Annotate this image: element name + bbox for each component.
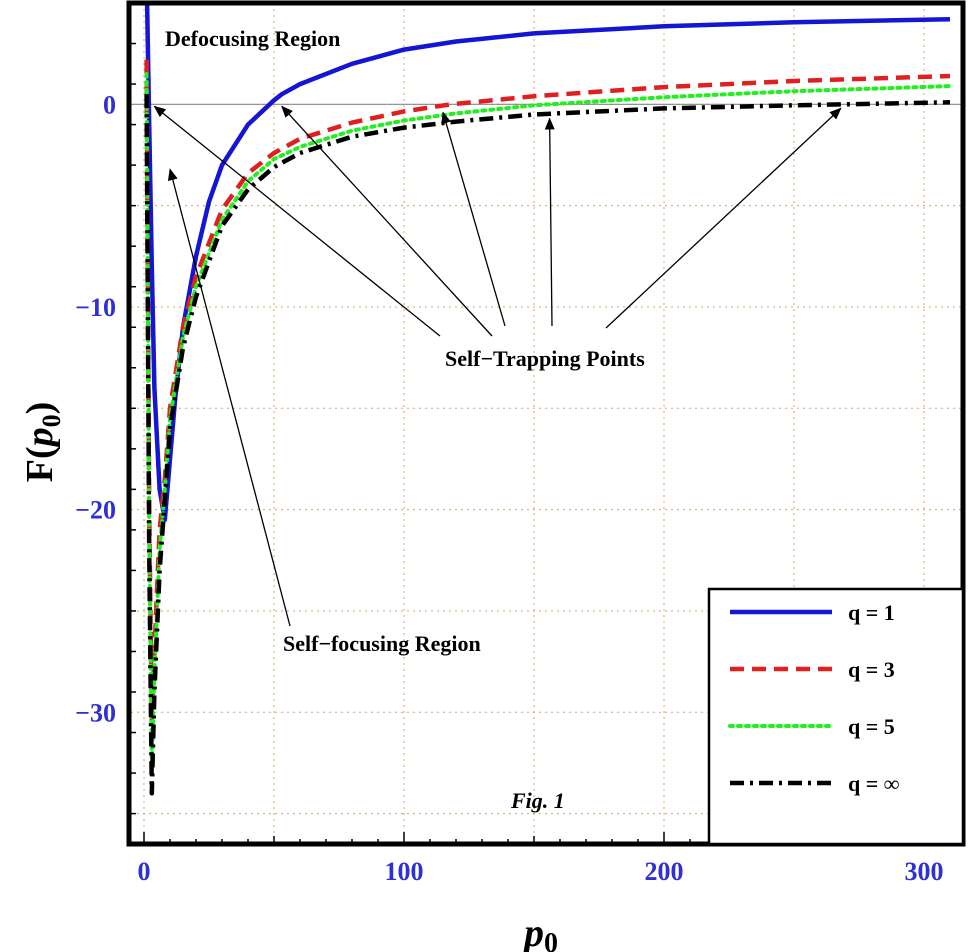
self-trapping-arrow [281,105,493,337]
legend-label-4: q = ∞ [848,771,900,796]
x-tick-label: 200 [645,857,684,886]
legend-label-3: q = 5 [848,714,895,739]
legend: q = 1 q = 3 q = 5 q = ∞ [707,587,965,846]
legend-box [707,587,965,846]
y-tick-label: −10 [75,293,116,322]
tick-labels: 0 100 200 300 0 −10 −20 −30 [75,90,943,886]
self-focusing-arrow [167,168,291,627]
y-tick-label: 0 [103,90,116,119]
self-trapping-arrow [605,107,842,329]
y-tick-label: −30 [75,698,116,727]
x-axis-title: p0 [521,910,558,952]
x-tick-label: 0 [138,857,151,886]
fig-label: Fig. 1 [510,788,565,813]
self-trapping-arrow [441,111,506,327]
series-line-1 [144,3,951,523]
annotation-self-focusing: Self−focusing Region [283,631,481,656]
x-tick-label: 300 [905,857,944,886]
annotation-self-trapping: Self−Trapping Points [445,346,645,371]
self-trapping-arrow [153,105,441,337]
series-layer [144,3,952,796]
series-line-4 [144,94,951,796]
legend-label-1: q = 1 [848,600,895,625]
grid [131,3,963,844]
self-trapping-arrow [544,117,555,327]
annotation-defocusing: Defocusing Region [165,26,340,51]
plot-frame [126,0,966,847]
y-axis-title: F(p0) [19,402,66,483]
annotation-arrows [153,105,842,627]
x-tick-label: 100 [385,857,424,886]
legend-label-2: q = 3 [848,657,895,682]
y-tick-label: −20 [75,496,116,525]
